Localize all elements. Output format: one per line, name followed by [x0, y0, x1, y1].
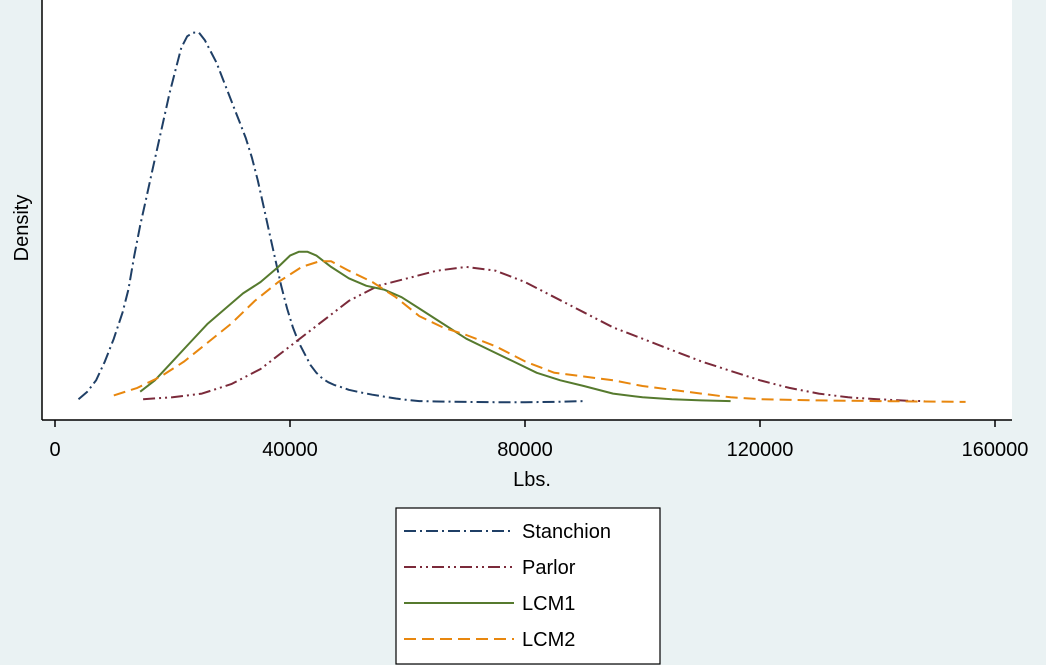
series-line-lcm1 — [139, 250, 731, 403]
x-axis-label: Lbs. — [513, 469, 551, 491]
plot-area — [42, 0, 1012, 420]
series-line-lcm2 — [113, 260, 966, 403]
series-line-parlor — [143, 265, 925, 403]
x-tick-label: 40000 — [262, 439, 318, 461]
legend-label-stanchion: Stanchion — [522, 521, 611, 543]
x-tick-label: 80000 — [497, 439, 553, 461]
x-tick-label: 0 — [49, 439, 60, 461]
legend: Stanchion Parlor LCM1 LCM2 — [395, 507, 661, 665]
x-tick-label: 160000 — [962, 439, 1029, 461]
x-tick-label: 120000 — [727, 439, 794, 461]
y-axis-label: Density — [11, 195, 33, 262]
legend-label-lcm2: LCM2 — [522, 629, 575, 651]
legend-label-parlor: Parlor — [522, 557, 576, 579]
x-axis-ticks: 0 40000 80000 120000 160000 — [49, 420, 1028, 461]
series-lines — [77, 31, 966, 404]
legend-label-lcm1: LCM1 — [522, 593, 575, 615]
